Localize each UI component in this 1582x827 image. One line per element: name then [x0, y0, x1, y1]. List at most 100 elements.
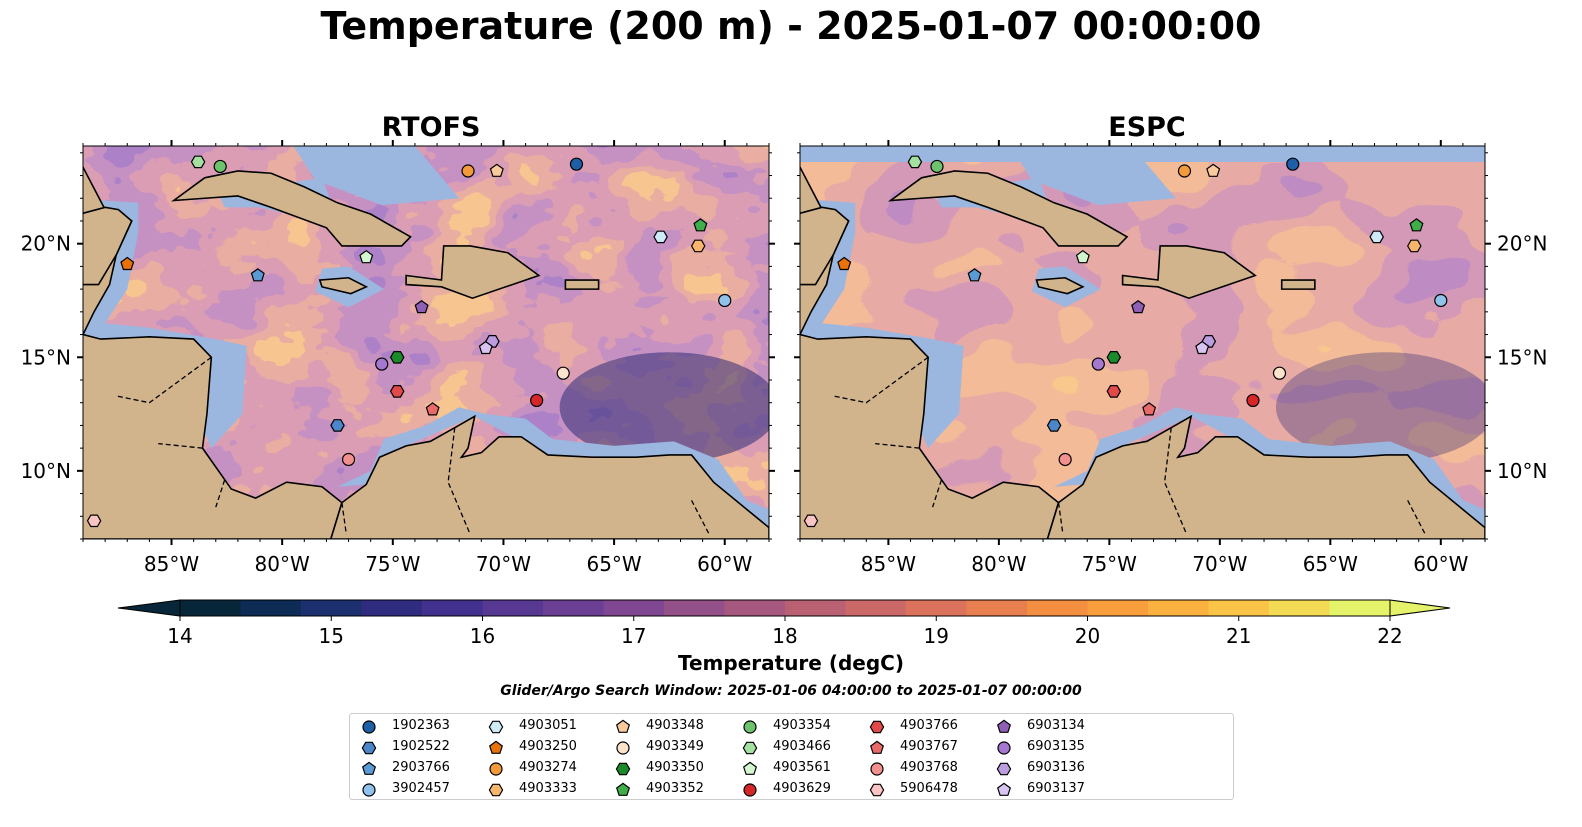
- legend-label: 4903561: [773, 760, 831, 775]
- legend-label: 4903333: [519, 781, 577, 796]
- legend-marker: [488, 740, 504, 754]
- lon-tick-label: 65°W: [586, 552, 641, 576]
- float-marker-6903135: [375, 357, 389, 371]
- colorbar-bin: [301, 600, 362, 616]
- float-marker-2903766: [967, 268, 982, 282]
- legend-marker: [615, 762, 631, 776]
- legend-marker: [488, 720, 504, 734]
- legend-label: 3902457: [392, 781, 450, 796]
- float-marker-4903250: [120, 256, 135, 271]
- legend-marker: [743, 720, 757, 734]
- border-line: [341, 502, 347, 535]
- colorbar-tick-label: 18: [772, 624, 797, 648]
- legend-marker: [362, 720, 376, 734]
- legend-label: 6903135: [1027, 739, 1085, 754]
- float-marker-4903561: [1075, 249, 1090, 264]
- float-marker-4903051: [653, 230, 668, 244]
- land-cuba: [171, 170, 412, 247]
- legend-label: 4903629: [773, 781, 831, 796]
- colorbar-tick-label: 20: [1075, 624, 1100, 648]
- colorbar-bin: [664, 600, 725, 616]
- colorbar-bin: [361, 600, 423, 616]
- border-line: [931, 479, 943, 508]
- colorbar-tick-label: 17: [621, 624, 646, 648]
- legend-label: 4903350: [646, 760, 704, 775]
- legend-label: 2903766: [392, 760, 450, 775]
- float-marker-5906478: [86, 514, 102, 528]
- colorbar-bin: [1148, 600, 1209, 616]
- panel-title-espc: ESPC: [1108, 112, 1186, 143]
- colorbar-extend-low: [117, 599, 181, 617]
- legend-marker: [615, 719, 631, 733]
- border-line: [690, 500, 710, 535]
- float-marker-1902363: [569, 157, 584, 171]
- colorbar-bin: [482, 600, 544, 616]
- colorbar-tick-label: 14: [167, 624, 192, 648]
- border-line: [447, 427, 471, 535]
- colorbar-bin: [785, 600, 846, 616]
- legend-label: 4903766: [900, 718, 958, 733]
- legend-marker: [361, 761, 377, 775]
- float-marker-4903349: [1272, 366, 1287, 380]
- float-marker-6903134: [1131, 299, 1146, 314]
- land-southam: [1046, 414, 1485, 539]
- float-marker-4903333: [690, 239, 706, 253]
- float-marker-4903767: [425, 402, 440, 416]
- land-yucatan_pen: [800, 206, 850, 286]
- rtofs-map: [83, 146, 769, 539]
- lat-tick-label: 10°N: [21, 459, 71, 483]
- legend-label: 1902522: [392, 739, 450, 754]
- lon-tick-label: 60°W: [697, 552, 752, 576]
- lon-tick-label: 75°W: [1082, 552, 1137, 576]
- float-legend: 1902363 1902522 2903766 3902457 4903051 49032…: [349, 713, 1234, 800]
- float-marker-3902457: [1434, 293, 1448, 308]
- shelf-region: [293, 146, 460, 206]
- legend-marker: [996, 762, 1012, 776]
- colorbar: 14 15 16 17 18 19 20 21 22: [117, 599, 1451, 648]
- colorbar-tick-label: 16: [470, 624, 495, 648]
- float-marker-1902522: [330, 419, 345, 432]
- lat-tick-label: 20°N: [1497, 232, 1547, 256]
- float-marker-4903350: [1106, 351, 1122, 364]
- border-line: [833, 356, 929, 404]
- legend-marker: [996, 782, 1012, 796]
- legend-label: 4903354: [773, 718, 831, 733]
- legend-label: 6903134: [1027, 718, 1085, 733]
- float-marker-6903135: [1091, 357, 1105, 371]
- lat-tick-label: 10°N: [1497, 459, 1547, 483]
- float-marker-4903274: [461, 164, 475, 178]
- colorbar-bin: [422, 600, 483, 616]
- legend-label: 4903768: [900, 760, 958, 775]
- legend-marker: [869, 783, 885, 797]
- land-puertorico: [1280, 279, 1316, 290]
- float-marker-4903466: [907, 155, 923, 169]
- colorbar-tick-label: 19: [924, 624, 949, 648]
- colorbar-tick-label: 15: [319, 624, 344, 648]
- legend-label: 4903352: [646, 781, 704, 796]
- border-line: [215, 479, 226, 508]
- cold-anomaly: [1275, 352, 1485, 463]
- float-marker-4903348: [1206, 163, 1221, 177]
- colorbar-bin: [906, 600, 967, 616]
- float-marker-4903250: [837, 256, 852, 271]
- land-jamaica: [1035, 276, 1085, 295]
- lon-tick-label: 65°W: [1303, 552, 1358, 576]
- lon-tick-label: 70°W: [1192, 552, 1247, 576]
- float-marker-4903348: [489, 163, 504, 177]
- espc-map: [800, 146, 1485, 539]
- float-marker-4903352: [1409, 218, 1424, 232]
- float-marker-1902363: [1286, 157, 1300, 171]
- legend-marker: [869, 720, 885, 734]
- lon-tick-label: 80°W: [971, 552, 1026, 576]
- legend-label: 6903137: [1027, 781, 1085, 796]
- legend-marker: [743, 783, 757, 797]
- float-marker-4903768: [1058, 452, 1072, 467]
- colorbar-bin: [966, 600, 1028, 616]
- float-marker-2903766: [250, 268, 265, 282]
- float-marker-5906478: [803, 514, 819, 528]
- colorbar-bin: [1027, 600, 1088, 616]
- colorbar-bin: [180, 600, 241, 616]
- lat-tick-label: 20°N: [21, 232, 71, 256]
- float-marker-4903561: [359, 249, 374, 264]
- float-marker-6903137: [1195, 340, 1210, 355]
